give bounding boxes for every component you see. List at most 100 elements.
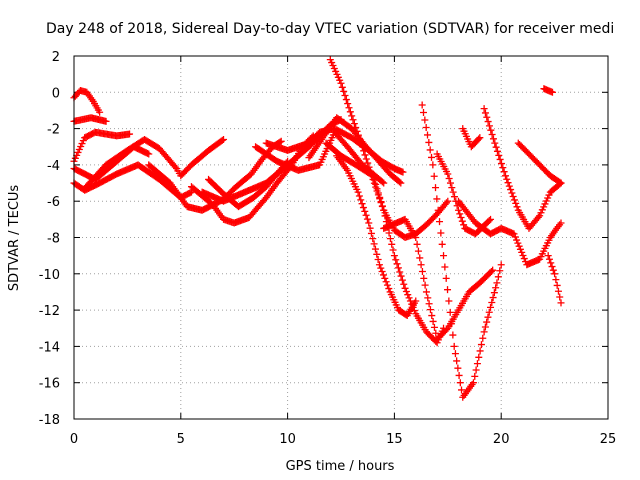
data-point <box>412 234 420 241</box>
series-track-1 <box>70 86 104 116</box>
data-point <box>433 195 441 203</box>
data-point <box>381 274 389 282</box>
series-track-19 <box>433 150 495 238</box>
data-point <box>449 188 457 196</box>
x-tick-label: 20 <box>493 432 510 447</box>
x-tick-label: 0 <box>70 432 78 447</box>
data-point <box>358 200 366 208</box>
data-point <box>413 240 421 248</box>
data-point <box>556 178 564 186</box>
y-tick-label: -16 <box>39 377 60 392</box>
data-point <box>102 117 110 125</box>
data-point <box>460 221 468 229</box>
x-axis-label: GPS time / hours <box>286 459 395 474</box>
data-point <box>357 139 365 147</box>
data-point <box>389 246 397 254</box>
data-point <box>369 172 377 180</box>
data-point <box>499 164 507 172</box>
data-point <box>410 307 418 315</box>
data-point <box>377 198 385 206</box>
data-point <box>495 151 503 159</box>
data-point <box>557 179 565 187</box>
data-point <box>489 135 497 143</box>
data-point <box>438 240 446 248</box>
data-point <box>434 206 442 214</box>
data-point <box>145 150 153 158</box>
data-point <box>448 320 456 328</box>
data-point <box>417 261 425 269</box>
data-point <box>493 147 501 155</box>
data-point <box>429 317 437 325</box>
data-point <box>371 245 379 253</box>
data-point <box>485 308 493 316</box>
data-point <box>544 252 552 260</box>
data-point <box>548 88 556 96</box>
data-point <box>552 276 560 284</box>
series-track-20 <box>454 197 565 269</box>
data-point <box>504 179 512 187</box>
data-point <box>341 91 349 99</box>
data-point <box>513 203 521 211</box>
y-tick-label: -10 <box>39 268 60 283</box>
data-point <box>497 160 505 168</box>
data-point <box>507 186 515 194</box>
data-point <box>430 323 438 331</box>
data-point <box>374 256 382 264</box>
data-point <box>548 263 556 271</box>
data-point <box>445 175 453 183</box>
data-point <box>442 274 450 282</box>
data-point <box>489 294 497 302</box>
data-point <box>446 308 454 316</box>
data-point <box>428 312 436 320</box>
data-point <box>375 261 383 269</box>
data-point <box>458 217 466 225</box>
data-point <box>362 211 370 219</box>
data-point <box>418 268 426 276</box>
data-point <box>388 240 396 248</box>
data-point <box>445 297 453 305</box>
data-point <box>350 120 358 128</box>
y-tick-label: -8 <box>47 232 60 247</box>
data-point <box>356 135 364 143</box>
data-point <box>344 100 352 108</box>
data-point <box>510 230 518 238</box>
data-point <box>475 353 483 361</box>
data-point <box>444 286 452 294</box>
data-point <box>479 334 487 342</box>
data-point <box>340 87 348 95</box>
data-point <box>402 287 410 295</box>
data-point <box>556 293 564 301</box>
data-point <box>383 281 391 289</box>
data-point <box>348 112 356 120</box>
y-axis-label: SDTVAR / TECUs <box>7 185 22 292</box>
y-tick-label: -2 <box>47 123 60 138</box>
data-point <box>186 189 194 197</box>
data-point <box>500 168 508 176</box>
data-point <box>510 196 518 204</box>
data-point <box>428 153 436 161</box>
data-point <box>469 379 477 387</box>
data-point <box>515 242 523 250</box>
data-point <box>422 123 430 131</box>
data-point <box>503 175 511 183</box>
data-point <box>497 261 505 269</box>
data-point <box>385 285 393 293</box>
series-track-3 <box>70 114 110 125</box>
data-point <box>484 313 492 321</box>
data-point <box>450 342 458 350</box>
data-point <box>377 264 385 272</box>
data-point <box>490 289 498 297</box>
data-point <box>472 366 480 374</box>
data-point <box>96 108 104 116</box>
data-point <box>345 104 353 112</box>
data-point <box>421 116 429 124</box>
data-point <box>393 260 401 268</box>
data-point <box>414 247 422 255</box>
data-point <box>458 386 466 394</box>
data-point <box>346 108 354 116</box>
data-point <box>382 278 390 286</box>
data-point <box>551 270 559 278</box>
data-point <box>547 259 555 267</box>
data-point <box>360 147 368 155</box>
